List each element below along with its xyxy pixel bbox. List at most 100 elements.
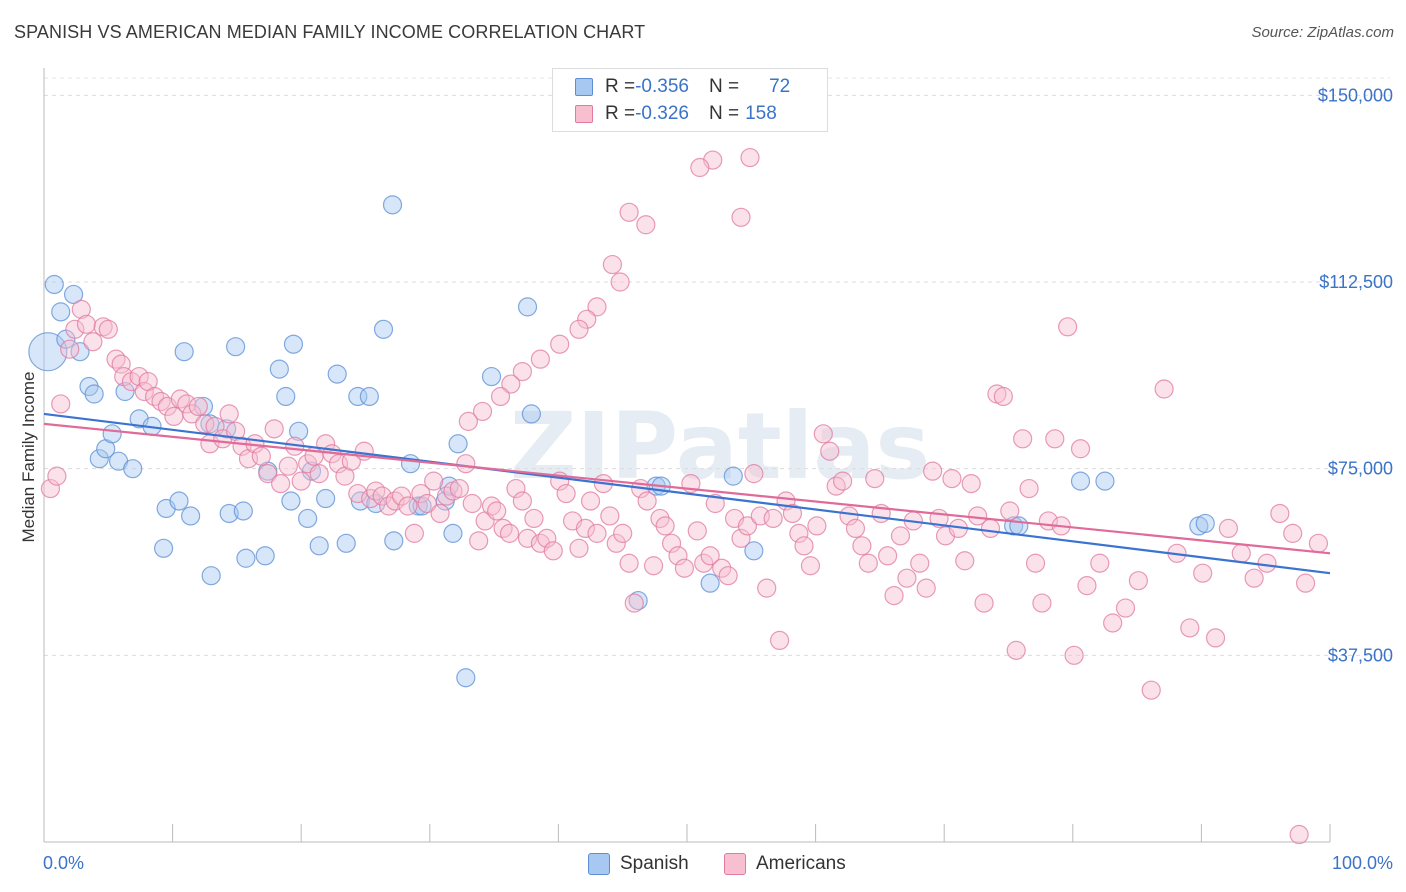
americans-point — [556, 483, 576, 504]
spanish-point — [219, 503, 239, 524]
americans-point — [737, 516, 758, 536]
americans-point — [1205, 628, 1226, 648]
americans-point — [1077, 576, 1097, 596]
spanish-point — [276, 386, 296, 407]
americans-point — [619, 553, 639, 573]
americans-point — [587, 523, 607, 543]
legend-row-spanish: R = -0.356 N = 72 — [575, 75, 790, 99]
spanish-point — [123, 459, 143, 479]
spanish-point — [153, 538, 174, 558]
spanish-point — [269, 359, 289, 379]
americans-point — [955, 551, 975, 571]
americans-point — [794, 536, 814, 556]
americans-point — [424, 471, 444, 491]
americans-point — [271, 474, 291, 494]
americans-point — [506, 478, 526, 499]
y-tick-label: $37,500 — [1328, 645, 1393, 665]
americans-point — [884, 585, 904, 606]
americans-point — [40, 478, 61, 499]
americans-point — [1295, 573, 1316, 593]
americans-point — [731, 207, 751, 227]
americans-point — [404, 523, 424, 543]
americans-point — [890, 526, 911, 546]
americans-point — [668, 546, 688, 566]
bottom-legend-label-americans: Americans — [756, 853, 846, 874]
americans-point — [687, 521, 707, 541]
legend-row-americans: R = -0.326 N = 158 — [575, 102, 777, 126]
x-tick-label: 0.0% — [43, 853, 84, 873]
americans-point — [833, 471, 853, 491]
spanish-point — [521, 404, 541, 424]
spanish-point — [102, 424, 122, 444]
americans-point — [144, 386, 165, 407]
americans-point — [636, 215, 656, 235]
spanish-point — [236, 548, 256, 568]
x-tick-label: 100.0% — [1332, 853, 1393, 873]
americans-point — [1006, 640, 1026, 660]
americans-point — [1270, 503, 1290, 524]
americans-point — [366, 481, 386, 501]
y-axis-title: Median Family Income — [19, 371, 38, 542]
americans-point — [897, 568, 917, 588]
y-tick-label: $150,000 — [1318, 85, 1393, 105]
americans-point — [757, 578, 777, 598]
spanish-point — [84, 384, 104, 404]
americans-point — [1115, 598, 1136, 618]
americans-point — [700, 546, 720, 566]
spanish-point — [309, 536, 329, 556]
americans-point — [718, 566, 738, 586]
americans-point — [980, 518, 1001, 539]
americans-point — [1141, 680, 1161, 700]
spanish-point — [1195, 513, 1215, 534]
americans-point — [575, 518, 596, 539]
americans-point — [569, 319, 589, 339]
americans-point — [789, 523, 809, 543]
americans-point — [449, 478, 469, 499]
legend-n-value: 72 — [769, 76, 791, 97]
spanish-point — [456, 668, 476, 688]
americans-point — [674, 558, 695, 578]
americans-point — [705, 493, 725, 514]
americans-point — [1218, 518, 1239, 539]
spanish-point — [255, 546, 275, 566]
americans-point — [744, 464, 764, 484]
americans-point — [543, 541, 563, 561]
spanish-point — [327, 364, 347, 384]
americans-point — [417, 493, 437, 514]
americans-trend-line — [43, 422, 1331, 555]
americans-point — [469, 531, 489, 551]
americans-point — [845, 518, 866, 539]
americans-point — [865, 469, 885, 489]
legend-n-label: N = — [708, 76, 740, 97]
americans-point — [65, 319, 85, 339]
spanish-point — [226, 337, 246, 357]
americans-point — [251, 446, 271, 466]
spanish-point — [44, 274, 64, 295]
legend-r-label: R = — [605, 103, 636, 124]
spanish-point — [63, 284, 84, 305]
americans-point — [182, 404, 202, 424]
americans-point — [170, 389, 190, 409]
americans-point — [264, 419, 284, 439]
americans-point — [1070, 439, 1091, 459]
americans-point — [993, 386, 1013, 407]
americans-point — [624, 593, 644, 613]
americans-point — [800, 556, 821, 576]
americans-point — [1090, 553, 1110, 573]
spanish-trend-line — [43, 412, 1331, 575]
americans-point — [472, 401, 493, 422]
americans-point — [1308, 533, 1329, 553]
bottom-legend-label-spanish: Spanish — [620, 853, 689, 874]
spanish-point — [201, 566, 221, 586]
americans-point — [391, 486, 412, 506]
americans-point — [694, 553, 714, 573]
legend-swatch-americans — [575, 105, 593, 123]
americans-point — [379, 496, 399, 516]
americans-point — [769, 630, 790, 651]
spanish-point — [115, 381, 135, 402]
americans-point — [47, 466, 67, 486]
americans-point — [731, 528, 751, 548]
legend-n-label: N = — [708, 103, 740, 124]
americans-point — [1257, 553, 1277, 573]
